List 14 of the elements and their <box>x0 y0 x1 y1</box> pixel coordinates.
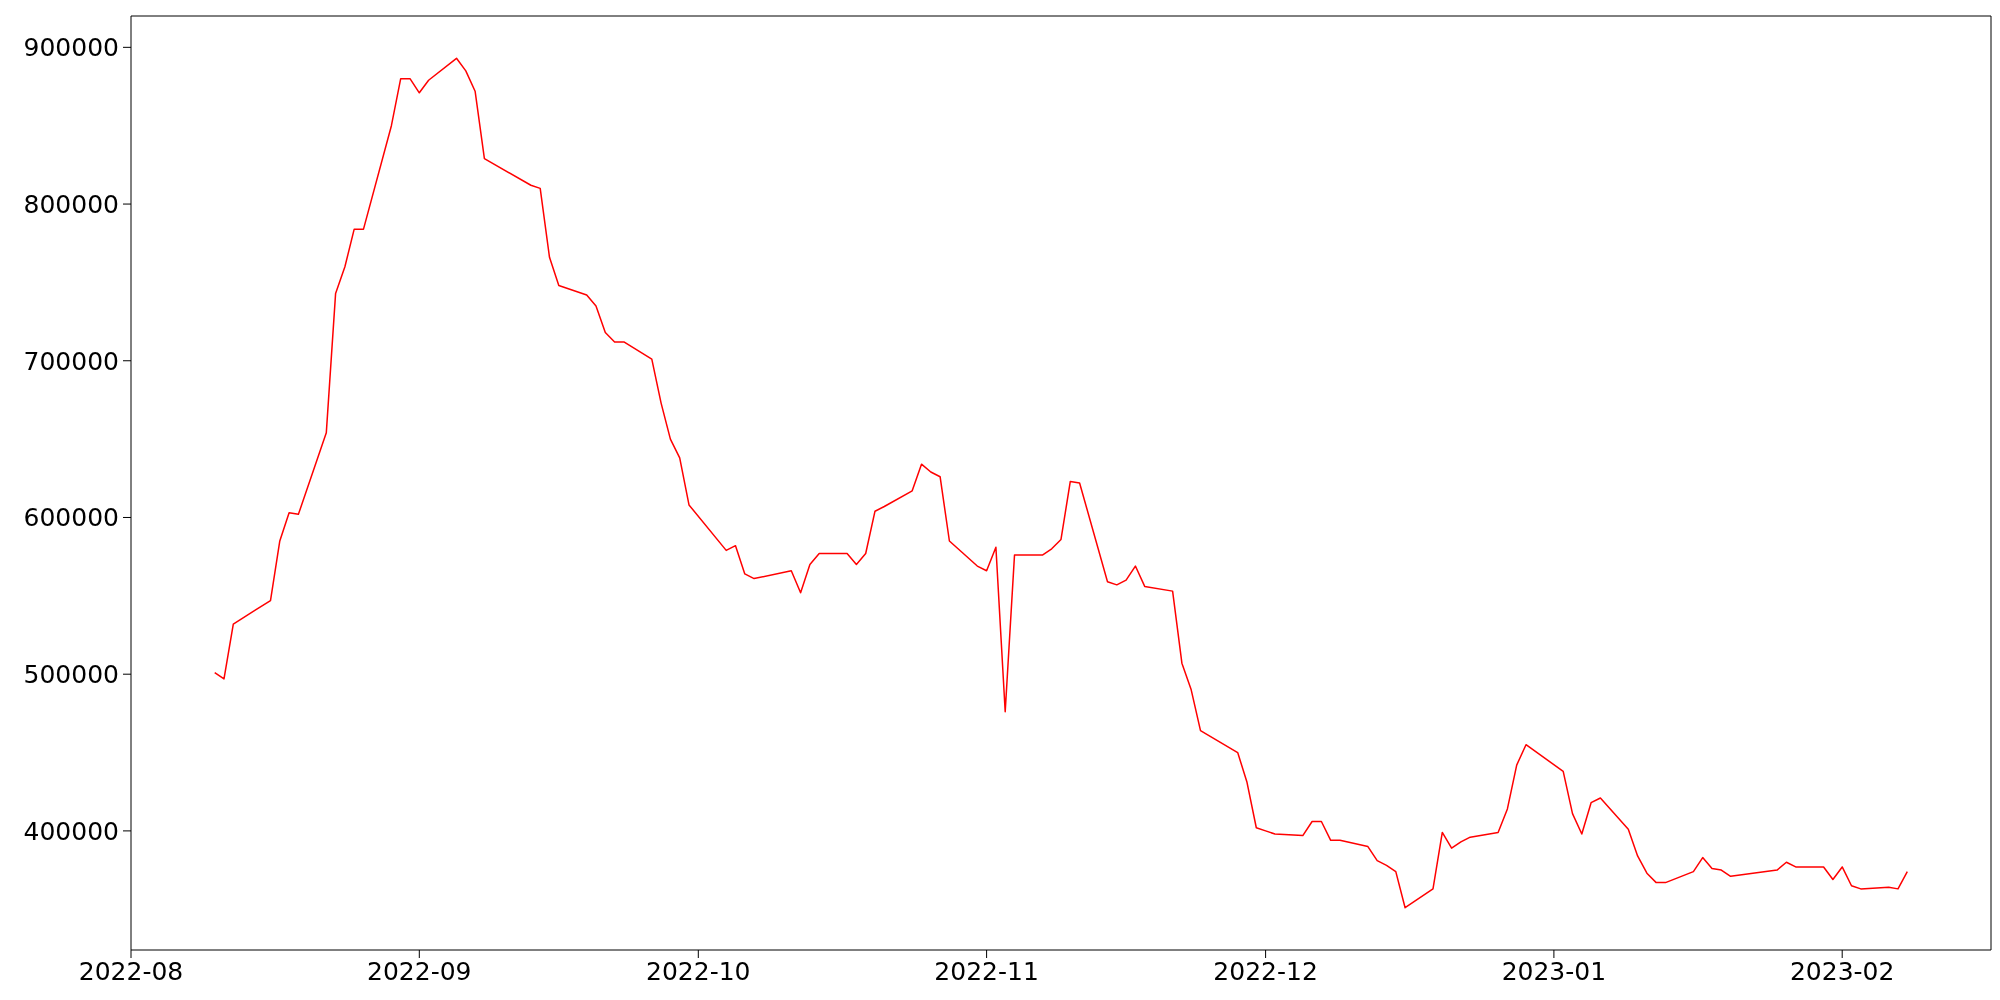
y-tick-label: 500000 <box>23 660 119 690</box>
x-tick-label: 2022-12 <box>1213 956 1318 986</box>
x-tick-label: 2023-01 <box>1501 956 1607 986</box>
x-tick-label: 2022-11 <box>934 956 1039 986</box>
y-tick-label: 800000 <box>23 189 119 219</box>
y-tick-label: 900000 <box>23 33 119 63</box>
x-tick-label: 2022-08 <box>78 956 184 986</box>
y-tick-label: 600000 <box>23 503 119 533</box>
y-tick-label: 700000 <box>23 346 119 376</box>
line-series <box>213 57 1909 909</box>
x-tick-label: 2022-10 <box>646 956 751 986</box>
x-tick-label: 2022-09 <box>367 956 472 986</box>
y-tick-label: 400000 <box>23 816 119 846</box>
x-tick-label: 2023-02 <box>1789 956 1895 986</box>
